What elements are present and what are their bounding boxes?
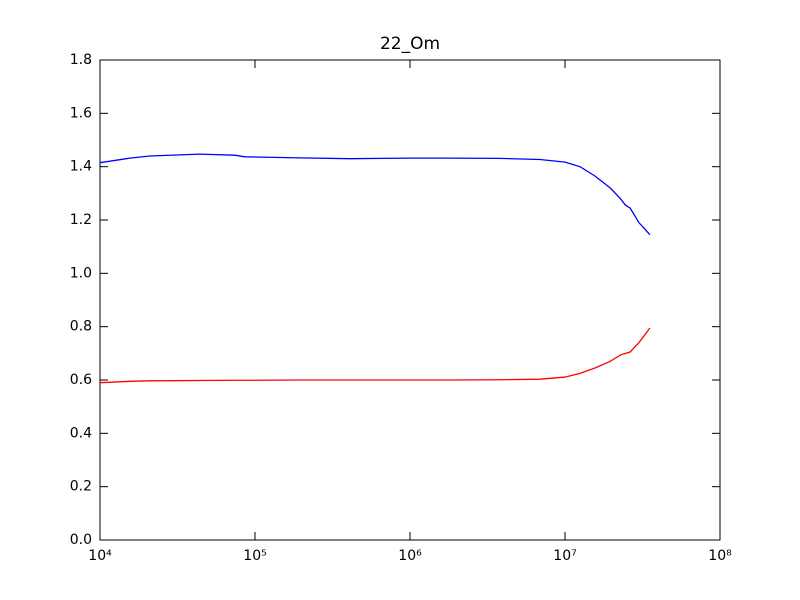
y-tick-label: 1.0 xyxy=(70,265,92,281)
y-tick-label: 0.2 xyxy=(70,479,92,495)
y-tick-label: 0.4 xyxy=(70,425,92,441)
y-tick-label: 1.2 xyxy=(70,212,92,228)
x-tick-label: 10⁴ xyxy=(88,548,112,564)
x-tick-label: 10⁶ xyxy=(398,548,422,564)
y-tick-label: 0.6 xyxy=(70,372,92,388)
y-tick-label: 0.0 xyxy=(70,532,92,548)
series-line xyxy=(99,327,651,384)
y-tick-label: 1.8 xyxy=(70,52,92,68)
x-tick-label: 10⁷ xyxy=(553,548,576,564)
y-tick-label: 1.4 xyxy=(70,159,92,175)
y-tick-label: 0.8 xyxy=(70,319,92,335)
x-tick-label: 10⁸ xyxy=(708,548,732,564)
x-tick-label: 10⁵ xyxy=(243,548,266,564)
chart-title: 22_Om xyxy=(380,34,440,54)
y-tick-label: 1.6 xyxy=(70,105,92,121)
series-line xyxy=(99,153,651,236)
